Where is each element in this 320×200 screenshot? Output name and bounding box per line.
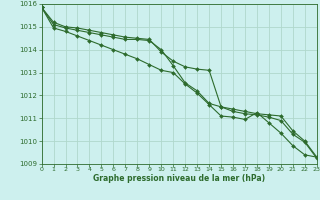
X-axis label: Graphe pression niveau de la mer (hPa): Graphe pression niveau de la mer (hPa)	[93, 174, 265, 183]
